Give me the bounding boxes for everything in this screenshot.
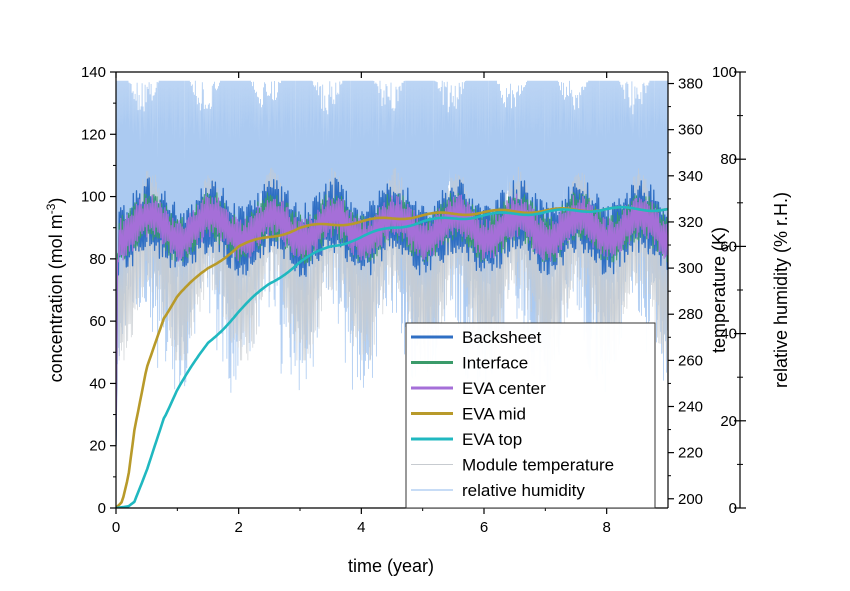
y-tick-label: 140 xyxy=(81,64,106,81)
y2-tick-label: 340 xyxy=(678,168,703,185)
legend-label: EVA top xyxy=(462,430,522,449)
y2-tick-label: 260 xyxy=(678,352,703,369)
y3-tick-label: 100 xyxy=(712,64,737,81)
y2-tick-label: 240 xyxy=(678,398,703,415)
legend-label: EVA center xyxy=(462,379,546,398)
y-axis-title-superscript: -3 xyxy=(44,203,58,214)
x-tick-label: 4 xyxy=(357,519,365,536)
y2-tick-label: 380 xyxy=(678,76,703,93)
series-module-temperature xyxy=(116,166,668,361)
y-tick-label: 100 xyxy=(81,189,106,206)
y-axis-title-close: ) xyxy=(46,198,66,204)
y2-tick-label: 360 xyxy=(678,122,703,139)
y-tick-label: 0 xyxy=(98,500,106,517)
legend-box xyxy=(405,322,656,509)
y2-tick-label: 200 xyxy=(678,491,703,508)
y3-tick-label: 0 xyxy=(729,500,737,517)
y2-tick-label: 220 xyxy=(678,445,703,462)
series-lines xyxy=(116,177,668,508)
tick-labels: 0 2 4 6 802040608010012014020022024026028030… xyxy=(81,64,737,536)
legend-label: relative humidity xyxy=(462,481,585,500)
y-tick-label: 80 xyxy=(89,251,106,268)
y-tick-label: 40 xyxy=(89,375,106,392)
legend-label: EVA mid xyxy=(462,405,526,424)
x-tick-label: 0 xyxy=(112,519,120,536)
legend: Backsheet Interface EVA center EVA mid EVA t… xyxy=(405,322,656,509)
y3-axis-title: relative humidity (% r.H.) xyxy=(771,192,791,388)
legend-label: Module temperature xyxy=(462,456,614,475)
y-axis-title: concentration (mol m-3) xyxy=(44,198,66,383)
y3-tick-label: 20 xyxy=(720,413,737,430)
x-tick-label: 6 xyxy=(480,519,488,536)
y3-tick-label: 40 xyxy=(720,326,737,343)
y2-tick-label: 280 xyxy=(678,306,703,323)
y3-tick-label: 60 xyxy=(720,238,737,255)
x-axis-title: time (year) xyxy=(348,556,434,576)
legend-label: Interface xyxy=(462,354,528,373)
series-eva-center xyxy=(116,193,668,446)
y2-tick-label: 320 xyxy=(678,214,703,231)
y-tick-label: 20 xyxy=(89,438,106,455)
legend-label: Backsheet xyxy=(462,328,542,347)
y-axis-title-main: concentration (mol m xyxy=(46,214,66,382)
x-tick-label: 2 xyxy=(234,519,242,536)
y-tick-label: 60 xyxy=(89,313,106,330)
y-tick-label: 120 xyxy=(81,126,106,143)
series-eva-top xyxy=(116,205,668,508)
y2-tick-label: 300 xyxy=(678,260,703,277)
y3-tick-label: 80 xyxy=(720,151,737,168)
x-tick-label: 8 xyxy=(602,519,610,536)
y2-axis-title: temperature (K) xyxy=(709,227,729,353)
